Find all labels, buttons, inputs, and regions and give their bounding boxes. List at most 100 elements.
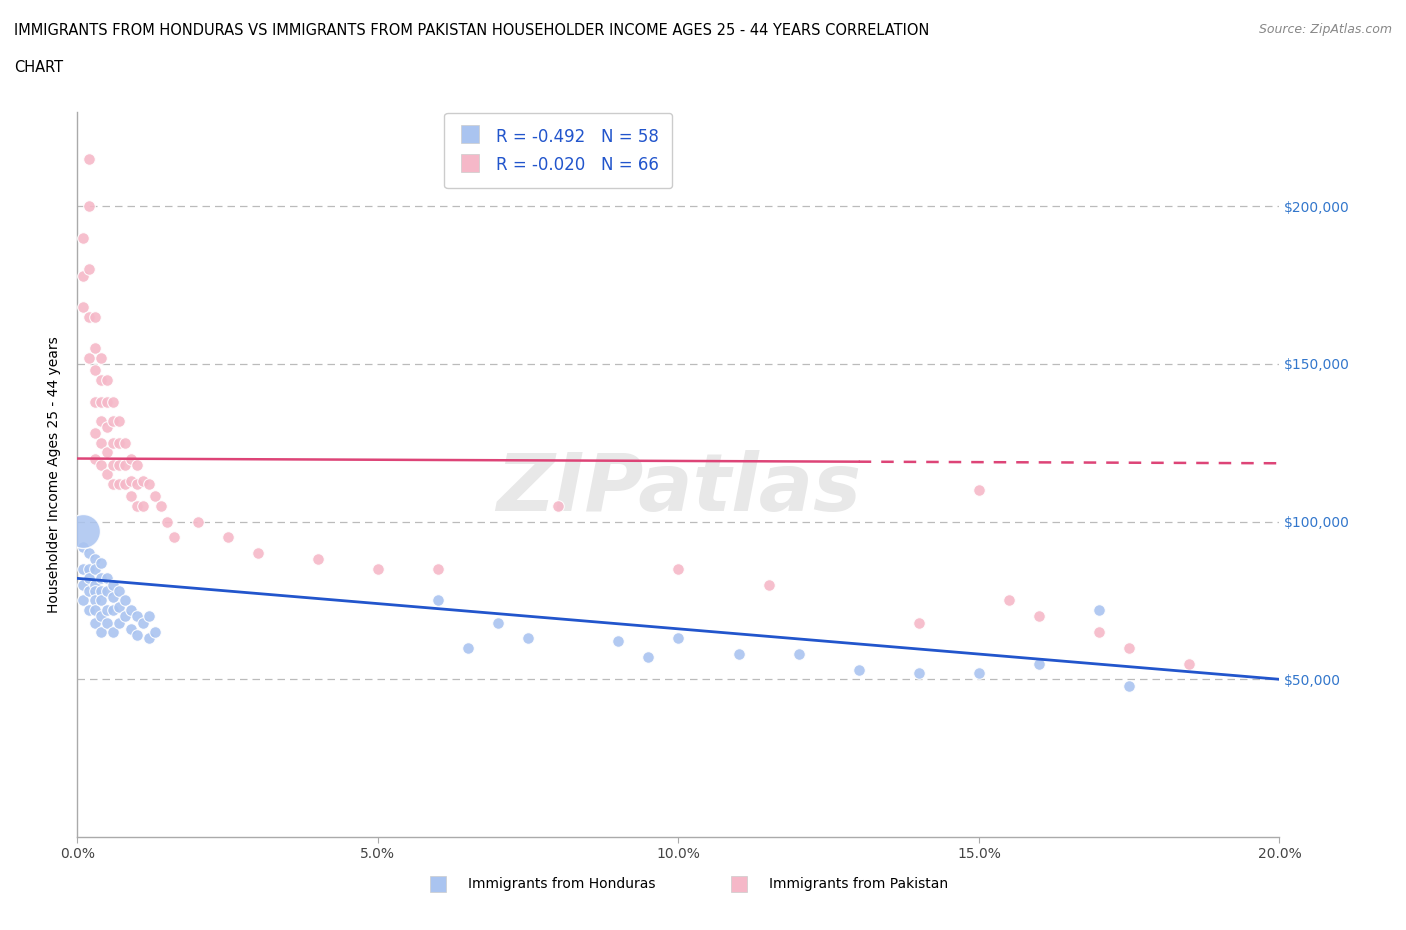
Point bbox=[1178, 656, 1201, 671]
Point bbox=[127, 609, 149, 624]
Point bbox=[90, 625, 112, 640]
Point bbox=[96, 467, 118, 482]
Point bbox=[96, 372, 118, 387]
Point bbox=[84, 340, 107, 355]
Point bbox=[72, 524, 94, 538]
Point bbox=[114, 593, 136, 608]
Point bbox=[108, 413, 131, 428]
Point bbox=[84, 451, 107, 466]
Point bbox=[72, 539, 94, 554]
Y-axis label: Householder Income Ages 25 - 44 years: Householder Income Ages 25 - 44 years bbox=[48, 336, 62, 613]
Text: ZIPatlas: ZIPatlas bbox=[496, 450, 860, 528]
Point bbox=[138, 631, 160, 645]
Point bbox=[79, 152, 101, 166]
Point bbox=[457, 641, 479, 656]
Point bbox=[103, 625, 125, 640]
Point bbox=[79, 199, 101, 214]
Point bbox=[150, 498, 173, 513]
Point bbox=[84, 309, 107, 324]
Point bbox=[90, 571, 112, 586]
Point bbox=[108, 435, 131, 450]
Point bbox=[120, 621, 142, 636]
Point bbox=[758, 578, 780, 592]
Point bbox=[145, 625, 167, 640]
Point bbox=[72, 578, 94, 592]
Point bbox=[103, 435, 125, 450]
Point bbox=[96, 571, 118, 586]
Point bbox=[84, 615, 107, 630]
Point bbox=[96, 603, 118, 618]
Point bbox=[90, 413, 112, 428]
Point bbox=[120, 603, 142, 618]
Point bbox=[90, 555, 112, 570]
Point bbox=[848, 662, 870, 677]
Point bbox=[96, 419, 118, 434]
Point bbox=[127, 458, 149, 472]
Point bbox=[1088, 603, 1111, 618]
Point bbox=[103, 476, 125, 491]
Point bbox=[607, 634, 630, 649]
Point bbox=[908, 615, 931, 630]
Point bbox=[84, 593, 107, 608]
Point bbox=[1028, 609, 1050, 624]
Point bbox=[103, 603, 125, 618]
Point bbox=[668, 631, 690, 645]
Point bbox=[1088, 625, 1111, 640]
Point bbox=[84, 603, 107, 618]
Point bbox=[114, 476, 136, 491]
Point bbox=[127, 498, 149, 513]
Point bbox=[72, 299, 94, 314]
Point bbox=[637, 650, 659, 665]
Point bbox=[120, 473, 142, 488]
Point bbox=[427, 562, 450, 577]
Point bbox=[108, 476, 131, 491]
Point bbox=[79, 583, 101, 598]
Point bbox=[967, 483, 990, 498]
Point bbox=[114, 458, 136, 472]
Point bbox=[132, 498, 155, 513]
Point bbox=[156, 514, 179, 529]
Point bbox=[90, 372, 112, 387]
Point bbox=[1118, 678, 1140, 693]
Text: Immigrants from Honduras: Immigrants from Honduras bbox=[468, 877, 655, 891]
Point bbox=[79, 262, 101, 277]
Point bbox=[787, 646, 810, 661]
Text: Immigrants from Pakistan: Immigrants from Pakistan bbox=[769, 877, 948, 891]
Point bbox=[114, 435, 136, 450]
Point bbox=[84, 363, 107, 378]
Point bbox=[96, 445, 118, 459]
Point bbox=[108, 599, 131, 614]
Point bbox=[108, 458, 131, 472]
Point bbox=[138, 609, 160, 624]
Point bbox=[727, 646, 749, 661]
Point bbox=[84, 394, 107, 409]
Point bbox=[90, 394, 112, 409]
Point bbox=[120, 451, 142, 466]
Point bbox=[84, 583, 107, 598]
Point bbox=[84, 552, 107, 567]
Point bbox=[96, 583, 118, 598]
Point bbox=[90, 458, 112, 472]
Point bbox=[108, 615, 131, 630]
Point bbox=[90, 583, 112, 598]
Point bbox=[217, 530, 239, 545]
Point bbox=[96, 394, 118, 409]
Point bbox=[668, 562, 690, 577]
Point bbox=[908, 666, 931, 681]
Point bbox=[72, 231, 94, 246]
Point bbox=[72, 268, 94, 283]
Point bbox=[547, 498, 569, 513]
Point bbox=[103, 394, 125, 409]
Point bbox=[72, 562, 94, 577]
Point bbox=[103, 458, 125, 472]
Point bbox=[108, 583, 131, 598]
Text: CHART: CHART bbox=[14, 60, 63, 75]
Point bbox=[79, 603, 101, 618]
Text: Source: ZipAtlas.com: Source: ZipAtlas.com bbox=[1258, 23, 1392, 36]
Point bbox=[96, 615, 118, 630]
Point bbox=[90, 435, 112, 450]
Point bbox=[162, 530, 184, 545]
Point bbox=[427, 593, 450, 608]
Point bbox=[79, 351, 101, 365]
Point bbox=[998, 593, 1021, 608]
